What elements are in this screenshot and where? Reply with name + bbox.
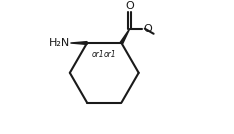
Text: or1: or1 xyxy=(104,50,116,59)
Text: or1: or1 xyxy=(92,50,105,59)
Polygon shape xyxy=(120,29,130,44)
Text: O: O xyxy=(143,24,152,34)
Polygon shape xyxy=(70,42,87,44)
Text: O: O xyxy=(125,1,134,11)
Text: H₂N: H₂N xyxy=(49,38,70,48)
